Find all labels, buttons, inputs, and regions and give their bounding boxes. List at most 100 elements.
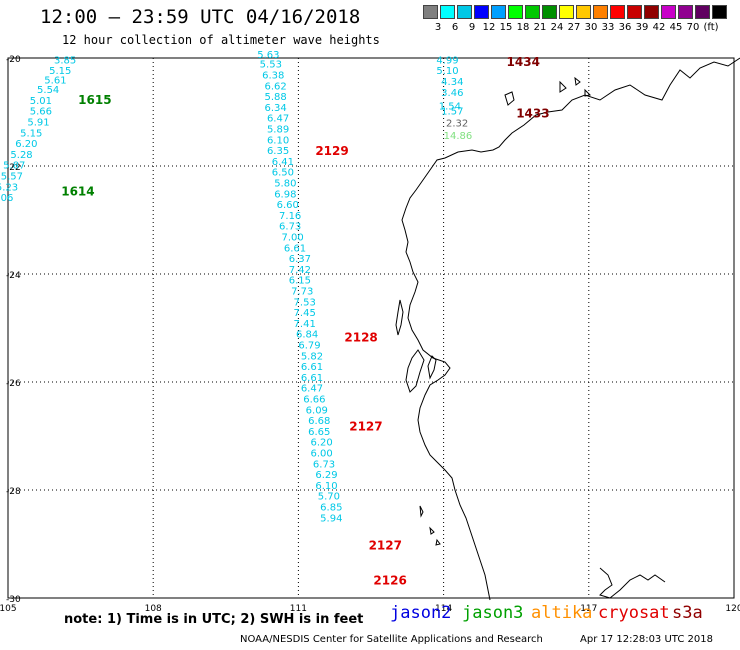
wave-height-point: 5.80 [274,179,296,190]
wave-height-point: 5.23 [0,182,18,193]
track-time-label: 2127 [369,538,402,552]
wave-height-point: 6.98 [274,189,296,200]
lon-tick-label: 117 [580,604,597,614]
scale-label: 24 [550,22,564,33]
scale-swatch [610,5,625,19]
shark-bay-peninsula [405,349,425,393]
wave-height-point: 7.42 [289,265,311,276]
track-time-label: 1433 [516,106,549,120]
scale-swatch [661,5,676,19]
scale-swatch [559,5,574,19]
wave-height-point: 7.45 [294,308,316,319]
scale-label: 30 [584,22,598,33]
lat-tick-label: -22 [6,163,21,173]
wave-height-point: 1.57 [441,107,463,118]
wave-height-point: 5.57 [1,172,23,183]
wave-height-point: 6.66 [303,395,325,406]
wave-height-point: 6.68 [308,416,330,427]
scale-swatch [508,5,523,19]
wave-height-point: 6.09 [306,405,328,416]
wave-height-point: 6.65 [308,427,330,438]
wave-height-point: 6.79 [298,341,320,352]
wave-height-point: 6.10 [315,481,337,492]
wave-height-point: 5.53 [260,60,282,71]
wave-height-point: 5.82 [301,351,323,362]
scale-label: 21 [533,22,547,33]
lat-tick-label: -20 [6,55,21,65]
wave-height-point: 7.41 [294,319,316,330]
shark-bay-island [395,299,404,336]
wave-height-point: 5.70 [318,492,340,503]
wave-height-point: 5.15 [20,128,42,139]
wave-height-values: 3.855.155.615.545.015.665.915.156.205.28… [0,50,472,524]
wave-height-point: 6.00 [311,449,333,460]
map-grid: 105 108 111 114 117 120 -20 -22 -24 -26 -28 -30 [0,55,740,614]
scale-unit: (ft) [703,22,719,33]
wave-height-point: 7.73 [291,287,313,298]
scale-swatch [576,5,591,19]
scale-label: 33 [601,22,615,33]
wave-height-point: 7.00 [281,233,303,244]
scale-swatch [457,5,472,19]
lon-tick-label: 105 [0,604,17,614]
wave-height-point: 6.20 [311,438,333,449]
satellite-jason2: jason2 [390,603,452,623]
track-time-label: 2128 [344,331,377,345]
wave-height-point: 2.32 [446,119,468,130]
satellite-altika: altika [531,603,593,623]
wave-height-point: 6.41 [272,157,294,168]
scale-label: 36 [618,22,632,33]
wave-height-point: 3.46 [441,88,463,99]
scale-swatch [423,5,438,19]
shark-bay-inner [427,355,437,380]
lon-tick-label: 120 [725,604,740,614]
wave-height-point: 6.73 [279,222,301,233]
scale-label: 27 [567,22,581,33]
lat-tick-label: -30 [6,595,21,605]
wave-height-point: 5.88 [265,92,287,103]
wave-height-point: 6.85 [320,503,342,514]
dampier-islands [504,76,592,106]
footer-note: note: 1) Time is in UTC; 2) SWH is in fe… [64,612,364,627]
wave-height-point: 6.37 [289,254,311,265]
lat-tick-label: -28 [6,487,21,497]
scale-swatch [644,5,659,19]
scale-swatch [678,5,693,19]
wave-height-point: 3.85 [54,55,76,66]
wave-height-point: 6.73 [313,459,335,470]
wave-height-point: 5.89 [267,125,289,136]
scale-label: 15 [499,22,513,33]
scale-label: 45 [669,22,683,33]
scale-label: 3 [434,22,442,33]
wave-height-point: 6.61 [284,243,306,254]
wave-height-point: 6.34 [265,103,287,114]
scale-swatch [627,5,642,19]
scale-swatch [712,5,727,19]
wave-height-point: 6.84 [296,330,318,341]
south-coast-bays [599,567,666,599]
satellite-s3a: s3a [672,603,703,623]
wave-height-point: 5.06 [0,193,13,204]
wave-height-point: 6.20 [15,139,37,150]
wave-height-point: 6.38 [262,71,284,82]
track-time-label: 1615 [78,93,111,107]
lon-tick-label: 114 [435,604,452,614]
scale-swatch [525,5,540,19]
lat-tick-label: -24 [6,271,21,281]
scale-swatch [542,5,557,19]
lon-tick-label: 108 [145,604,162,614]
scale-swatch [474,5,489,19]
wave-height-point: 14.86 [444,131,473,142]
wave-height-point: 5.87 [3,161,25,172]
wave-height-point: 5.15 [49,66,71,77]
wave-height-point: 1.54 [439,101,461,112]
track-time-label: 1434 [507,55,540,69]
wave-height-point: 6.35 [267,146,289,157]
houtman-islands [419,505,441,546]
scale-label: 70 [686,22,700,33]
satellite-cryosat: cryosat [598,603,670,623]
track-time-label: 2126 [373,574,406,588]
wave-height-point: 6.62 [265,81,287,92]
track-time-label: 2129 [315,144,348,158]
wave-height-point: 6.47 [301,384,323,395]
